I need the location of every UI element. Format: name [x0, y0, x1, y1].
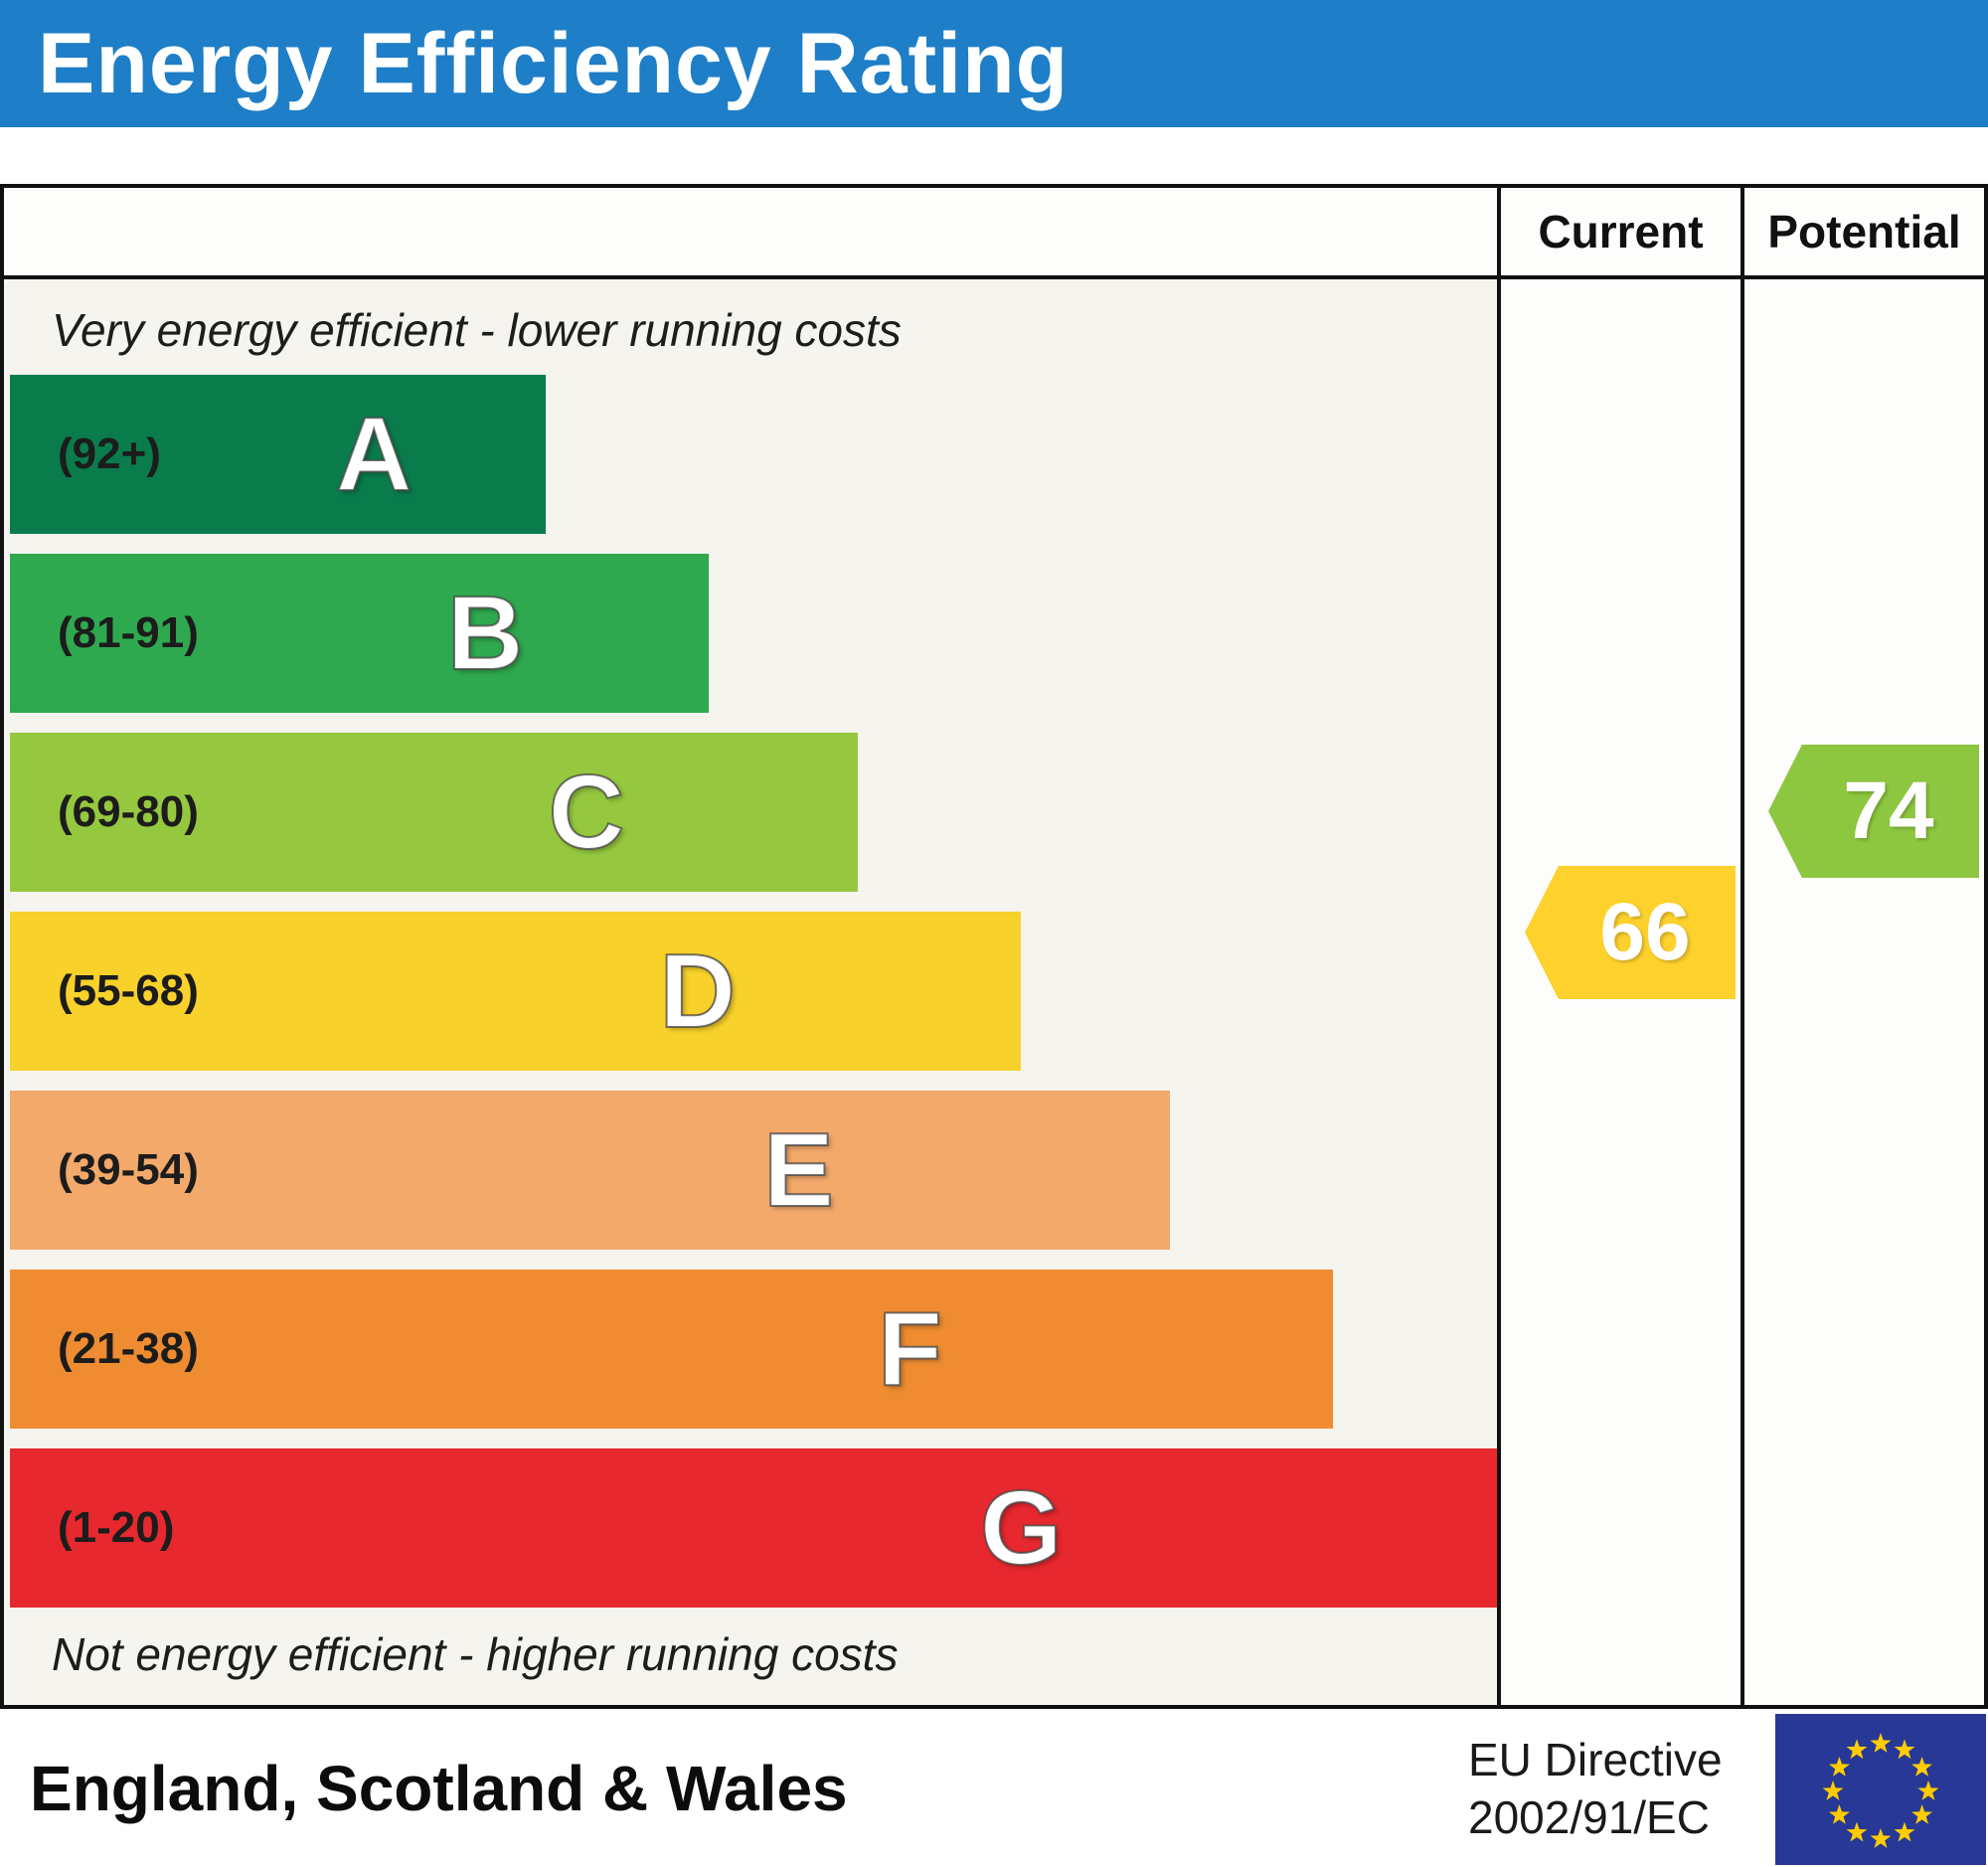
eu-directive-line2: 2002/91/EC — [1468, 1790, 1710, 1843]
band-letter: F — [877, 1290, 943, 1408]
eu-directive-line1: EU Directive — [1468, 1733, 1723, 1785]
chart-title-bar: Energy Efficiency Rating — [0, 0, 1988, 127]
band-bar-f: (21-38) F — [10, 1270, 1334, 1429]
current-column: 66 — [1497, 279, 1740, 1705]
band-bar-c: (69-80) C — [10, 733, 858, 892]
eu-directive-label: EU Directive 2002/91/EC — [1468, 1731, 1723, 1846]
band-range-label: (55-68) — [58, 966, 199, 1015]
rating-table-header: Current Potential — [4, 188, 1984, 279]
band-letter: A — [335, 396, 414, 513]
potential-rating-value: 74 — [1843, 765, 1934, 856]
eu-flag-icon — [1775, 1714, 1986, 1865]
band-letter: C — [548, 754, 626, 871]
band-range-label: (81-91) — [58, 608, 199, 657]
band-bar-b: (81-91) B — [10, 554, 710, 713]
band-row-d: (55-68) D — [10, 912, 1497, 1071]
rating-scale: Very energy efficient - lower running co… — [4, 279, 1497, 1705]
rating-table: Current Potential Very energy efficient … — [0, 184, 1988, 1709]
band-letter: B — [446, 575, 525, 692]
band-row-e: (39-54) E — [10, 1091, 1497, 1250]
band-letter: G — [979, 1469, 1063, 1587]
band-bar-d: (55-68) D — [10, 912, 1022, 1071]
potential-rating-arrow: 74 — [1768, 745, 1979, 878]
chart-title: Energy Efficiency Rating — [38, 15, 1070, 111]
rating-table-body: Very energy efficient - lower running co… — [4, 279, 1984, 1705]
band-bar-a: (92+) A — [10, 375, 546, 534]
band-row-a: (92+) A — [10, 375, 1497, 534]
band-range-label: (39-54) — [58, 1145, 199, 1194]
band-bar-e: (39-54) E — [10, 1091, 1170, 1250]
current-column-header: Current — [1497, 188, 1740, 275]
band-letter: E — [762, 1111, 835, 1229]
band-letter: D — [658, 933, 737, 1050]
current-rating-arrow: 66 — [1525, 866, 1736, 999]
band-range-label: (69-80) — [58, 787, 199, 836]
band-bar-g: (1-20) G — [10, 1448, 1497, 1608]
band-row-g: (1-20) G — [10, 1448, 1497, 1608]
region-label: England, Scotland & Wales — [30, 1752, 848, 1824]
band-range-label: (1-20) — [58, 1503, 175, 1552]
top-caption: Very energy efficient - lower running co… — [52, 304, 902, 356]
band-range-label: (92+) — [58, 429, 161, 478]
band-row-f: (21-38) F — [10, 1270, 1497, 1429]
rating-header-spacer — [4, 188, 1497, 275]
band-range-label: (21-38) — [58, 1324, 199, 1373]
current-rating-value: 66 — [1599, 887, 1691, 977]
chart-footer: England, Scotland & Wales EU Directive 2… — [0, 1709, 1988, 1867]
band-row-c: (69-80) C — [10, 733, 1497, 892]
band-row-b: (81-91) B — [10, 554, 1497, 713]
rating-bands: (92+) A (81-91) B (69-80) C (55-68) D (39-54) E (2… — [10, 375, 1497, 1608]
potential-column-header: Potential — [1740, 188, 1984, 275]
bottom-caption: Not energy efficient - higher running co… — [52, 1628, 899, 1680]
potential-column: 74 — [1740, 279, 1984, 1705]
